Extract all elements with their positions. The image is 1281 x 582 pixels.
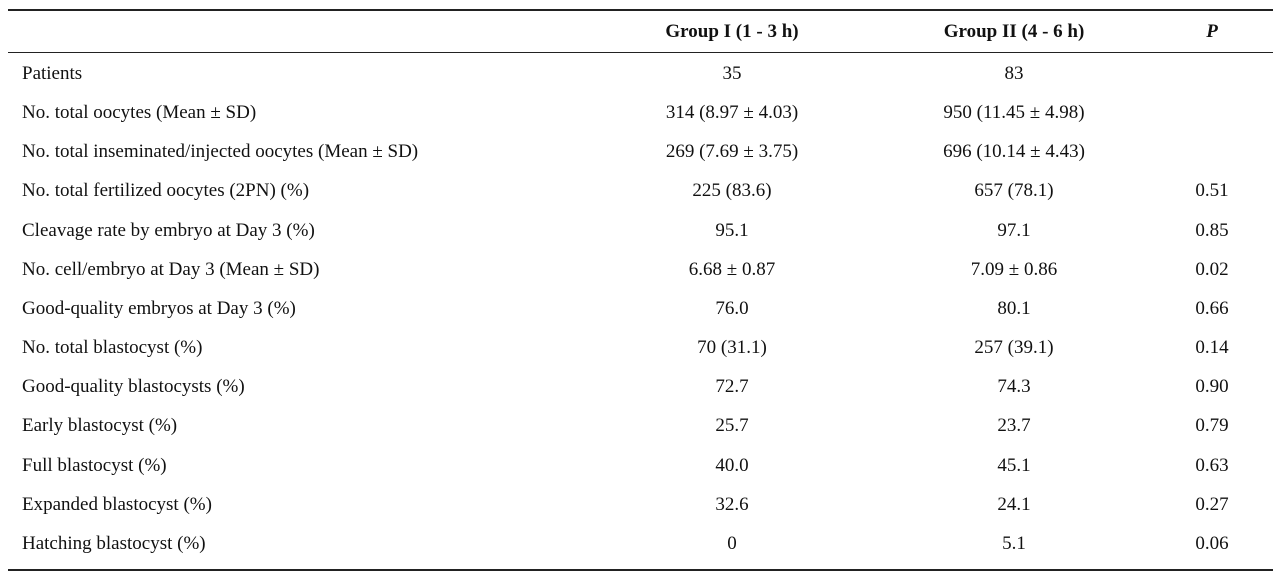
row-label: Cleavage rate by embryo at Day 3 (%) <box>22 219 315 241</box>
table-row: No. total blastocyst (%) 70 (31.1) 257 (39… <box>0 328 1281 367</box>
table-row: Good-quality embryos at Day 3 (%) 76.0 80.… <box>0 289 1281 328</box>
row-label: Good-quality blastocysts (%) <box>22 376 245 398</box>
group-2-value: 24.1 <box>997 493 1031 515</box>
group-2-value: 5.1 <box>1002 532 1026 554</box>
group-2-value: 80.1 <box>997 297 1031 319</box>
group-1-value: 25.7 <box>715 415 749 437</box>
row-label: Hatching blastocyst (%) <box>22 532 206 554</box>
table-row: Patients 35 83 <box>0 54 1281 93</box>
row-label: Expanded blastocyst (%) <box>22 493 212 515</box>
table-header-row: Group I (1 - 3 h) Group II (4 - 6 h) P <box>0 11 1281 52</box>
group-1-value: 70 (31.1) <box>697 337 767 359</box>
p-value: 0.90 <box>1195 376 1229 398</box>
header-p-value: P <box>1206 21 1218 42</box>
table-row: No. total oocytes (Mean ± SD) 314 (8.97 ±… <box>0 93 1281 132</box>
group-2-value: 83 <box>1004 63 1024 84</box>
group-1-value: 35 <box>722 63 742 84</box>
group-1-value: 314 (8.97 ± 4.03) <box>665 102 799 124</box>
table-row: Expanded blastocyst (%) 32.6 24.1 0.27 <box>0 485 1281 524</box>
header-group-1: Group I (1 - 3 h) <box>665 21 799 42</box>
group-2-value: 97.1 <box>997 219 1031 241</box>
p-value: 0.63 <box>1195 454 1229 476</box>
p-value: 0.85 <box>1195 219 1229 241</box>
group-1-value: 95.1 <box>715 219 749 241</box>
row-label: No. cell/embryo at Day 3 (Mean ± SD) <box>22 258 320 280</box>
p-value: 0.14 <box>1195 337 1229 359</box>
table-row: No. total fertilized oocytes (2PN) (%) 22… <box>0 171 1281 210</box>
p-value: 0.66 <box>1195 297 1229 319</box>
table-row: Cleavage rate by embryo at Day 3 (%) 95.1… <box>0 211 1281 250</box>
p-value: 0.51 <box>1195 180 1229 202</box>
p-value: 0.06 <box>1195 532 1229 554</box>
group-1-value: 72.7 <box>715 376 749 398</box>
group-2-value: 950 (11.45 ± 4.98) <box>943 102 1085 124</box>
group-1-value: 76.0 <box>715 297 749 319</box>
row-label: Good-quality embryos at Day 3 (%) <box>22 297 296 319</box>
table-row: Hatching blastocyst (%) 0 5.1 0.06 <box>0 524 1281 563</box>
table-bottom-rule <box>8 569 1273 571</box>
group-1-value: 6.68 ± 0.87 <box>688 258 776 280</box>
row-label: No. total inseminated/injected oocytes (… <box>22 141 419 163</box>
row-label: Early blastocyst (%) <box>22 415 178 437</box>
group-1-value: 269 (7.69 ± 3.75) <box>665 141 799 163</box>
table-row: No. total inseminated/injected oocytes (… <box>0 132 1281 171</box>
row-label: No. total blastocyst (%) <box>22 337 203 359</box>
row-label: No. total oocytes (Mean ± SD) <box>22 102 257 124</box>
group-1-value: 225 (83.6) <box>692 180 772 202</box>
row-label: Full blastocyst (%) <box>22 454 167 476</box>
group-2-value: 23.7 <box>997 415 1031 437</box>
table-row: Good-quality blastocysts (%) 72.7 74.3 0.90 <box>0 367 1281 406</box>
group-2-value: 45.1 <box>997 454 1031 476</box>
group-2-value: 74.3 <box>997 376 1031 398</box>
table-row: Early blastocyst (%) 25.7 23.7 0.79 <box>0 406 1281 445</box>
table-row: No. cell/embryo at Day 3 (Mean ± SD) 6.68… <box>0 250 1281 289</box>
group-1-value: 40.0 <box>715 454 749 476</box>
table-header-rule <box>8 52 1273 54</box>
p-value: 0.79 <box>1195 415 1229 437</box>
group-2-value: 7.09 ± 0.86 <box>970 258 1058 280</box>
group-2-value: 696 (10.14 ± 4.43) <box>943 141 1085 163</box>
header-group-2: Group II (4 - 6 h) <box>943 21 1085 42</box>
p-value: 0.02 <box>1195 258 1229 280</box>
p-value: 0.27 <box>1195 493 1229 515</box>
group-1-value: 32.6 <box>715 493 749 515</box>
row-label: No. total fertilized oocytes (2PN) (%) <box>22 180 310 202</box>
table-row: Full blastocyst (%) 40.0 45.1 0.63 <box>0 446 1281 485</box>
group-2-value: 257 (39.1) <box>974 337 1054 359</box>
group-2-value: 657 (78.1) <box>974 180 1054 202</box>
row-label: Patients <box>22 63 83 84</box>
table-top-rule <box>8 9 1273 11</box>
group-1-value: 0 <box>727 532 737 554</box>
